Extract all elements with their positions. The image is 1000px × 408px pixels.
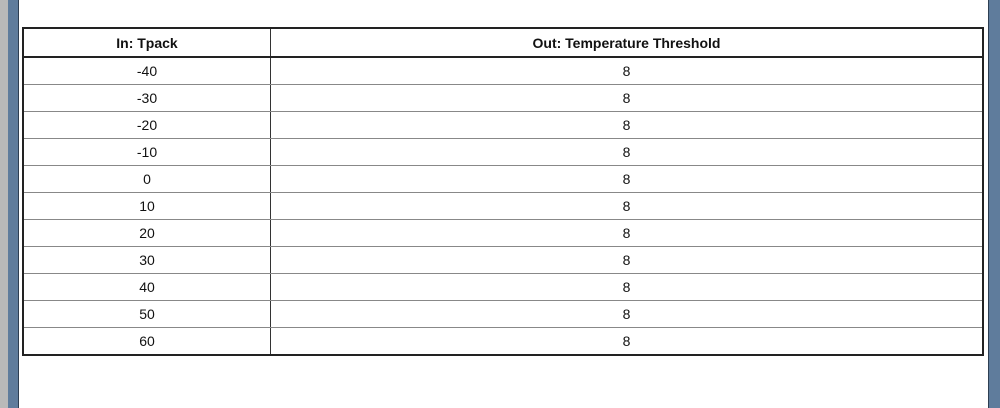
- table-row: 60 8: [22, 327, 984, 356]
- cell-output: 8: [270, 219, 984, 247]
- cell-input: 10: [22, 192, 271, 220]
- cell-input: 40: [22, 273, 271, 301]
- window-edge: [0, 0, 8, 408]
- cell-input: -30: [22, 84, 271, 112]
- table-row: 40 8: [22, 273, 984, 301]
- cell-output: 8: [270, 300, 984, 328]
- table-header-row: In: Tpack Out: Temperature Threshold: [22, 27, 984, 58]
- column-header-input: In: Tpack: [22, 27, 271, 58]
- cell-input: -20: [22, 111, 271, 139]
- window-frame-left: [8, 0, 19, 408]
- cell-input: 30: [22, 246, 271, 274]
- cell-output: 8: [270, 165, 984, 193]
- table-row: 50 8: [22, 300, 984, 328]
- threshold-table: In: Tpack Out: Temperature Threshold -40…: [22, 27, 984, 356]
- table-row: -40 8: [22, 56, 984, 85]
- cell-output: 8: [270, 138, 984, 166]
- cell-input: 0: [22, 165, 271, 193]
- cell-input: 60: [22, 327, 271, 356]
- cell-output: 8: [270, 273, 984, 301]
- cell-input: -10: [22, 138, 271, 166]
- cell-output: 8: [270, 192, 984, 220]
- table-row: -10 8: [22, 138, 984, 166]
- window-frame-right: [988, 0, 1000, 408]
- table-row: 20 8: [22, 219, 984, 247]
- cell-output: 8: [270, 111, 984, 139]
- cell-output: 8: [270, 327, 984, 356]
- cell-input: -40: [22, 56, 271, 85]
- table-row: 30 8: [22, 246, 984, 274]
- cell-input: 50: [22, 300, 271, 328]
- column-header-output: Out: Temperature Threshold: [270, 27, 984, 58]
- cell-output: 8: [270, 246, 984, 274]
- table-row: 10 8: [22, 192, 984, 220]
- cell-output: 8: [270, 56, 984, 85]
- cell-input: 20: [22, 219, 271, 247]
- cell-output: 8: [270, 84, 984, 112]
- table-row: -30 8: [22, 84, 984, 112]
- table-row: -20 8: [22, 111, 984, 139]
